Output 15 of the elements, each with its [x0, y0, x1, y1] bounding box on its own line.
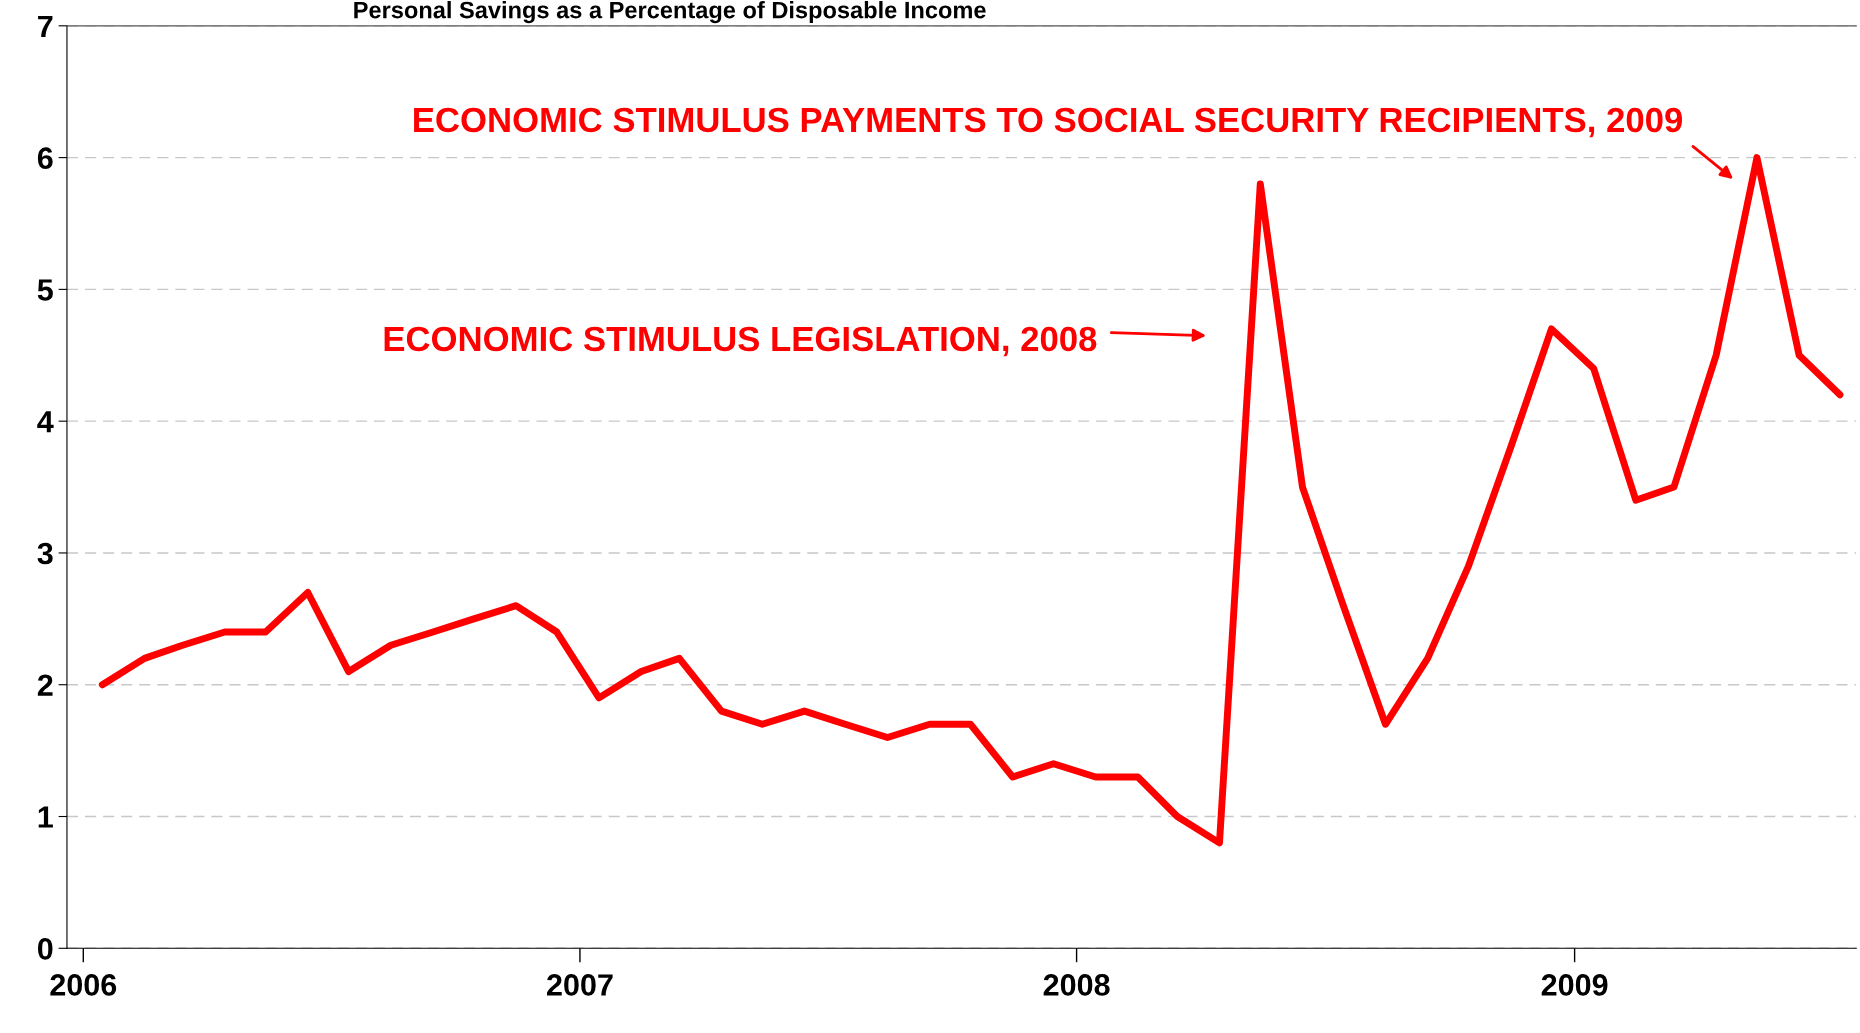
x-tick-label: 2008 [1043, 974, 1110, 996]
y-tick-label: 3 [37, 542, 53, 565]
x-tick-label: 2007 [547, 974, 613, 996]
y-tick-label: 5 [37, 279, 53, 301]
annotation: ECONOMIC STIMULUS LEGISLATION, 2008 [384, 326, 1097, 357]
y-tick-label: 7 [38, 15, 53, 37]
x-tick-label: 2009 [1541, 974, 1608, 996]
y-tick-label: 0 [37, 938, 53, 960]
y-tick-label: 1 [38, 806, 53, 828]
y-tick-label: 4 [37, 411, 54, 433]
chart-title: Personal Savings as a Percentage of Disposable Income [354, 1, 986, 24]
x-tick-label: 2006 [50, 974, 117, 996]
annotation: ECONOMIC STIMULUS PAYMENTS TO SOCIAL SECURITY RECIPIENTS, 2009 [414, 107, 1683, 138]
y-tick-label: 2 [37, 674, 53, 696]
y-tick-label: 6 [37, 147, 53, 169]
